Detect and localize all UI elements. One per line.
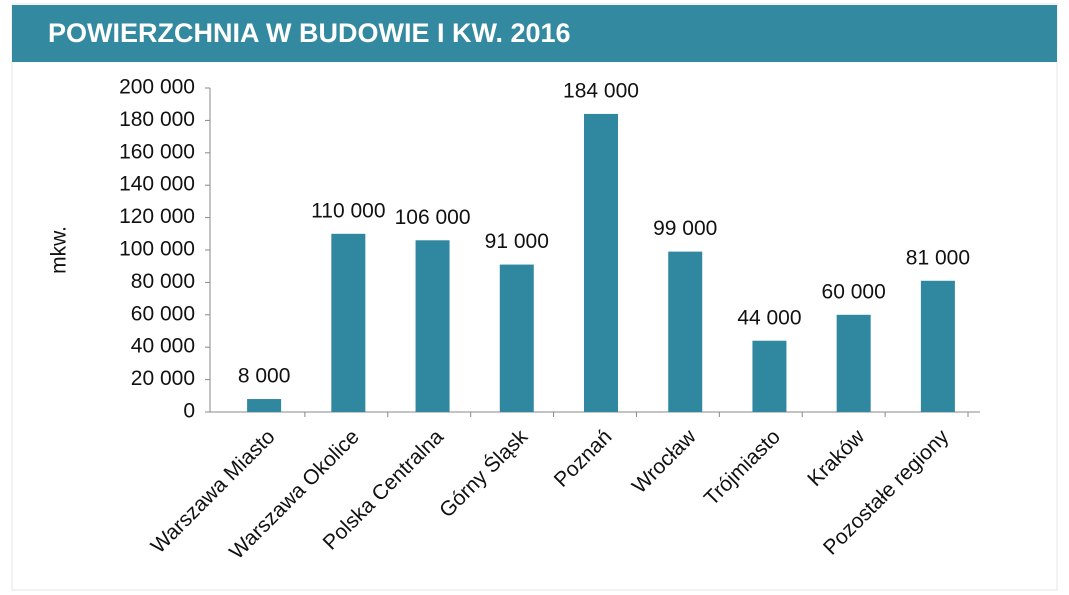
value-label: 8 000 — [238, 365, 291, 388]
frame — [11, 3, 1058, 591]
x-tick-label: Trójmiasto — [700, 425, 785, 510]
value-label: 99 000 — [653, 217, 717, 240]
x-tick-label: Górny Śląsk — [434, 424, 532, 522]
x-tick-label: Kraków — [803, 425, 869, 491]
value-label: 44 000 — [737, 306, 801, 329]
chart-title: POWIERZCHNIA W BUDOWIE I KW. 2016 — [48, 18, 571, 48]
bar — [752, 340, 787, 412]
x-tick-label: Wrocław — [628, 425, 702, 499]
y-tick-label: 180 000 — [119, 108, 195, 131]
value-label: 81 000 — [906, 246, 970, 269]
bar — [584, 113, 618, 413]
y-axis-label: mkw. — [48, 226, 71, 274]
y-tick-label: 60 000 — [131, 302, 195, 325]
y-tick-label: 120 000 — [119, 205, 195, 228]
bar — [920, 280, 955, 412]
bar — [415, 240, 450, 412]
value-label: 60 000 — [822, 280, 886, 303]
value-label: 184 000 — [563, 79, 639, 102]
y-tick-label: 0 — [183, 400, 195, 423]
y-tick-label: 100 000 — [119, 238, 195, 261]
bar — [331, 233, 366, 412]
bar — [499, 264, 534, 412]
y-tick-label: 80 000 — [131, 270, 195, 293]
bar — [668, 251, 703, 412]
y-tick-label: 140 000 — [119, 173, 195, 196]
y-tick-label: 20 000 — [131, 367, 195, 390]
bar — [836, 314, 871, 412]
title-bar — [12, 5, 1057, 62]
x-tick-label: Poznań — [550, 425, 617, 492]
bar — [247, 399, 282, 412]
y-tick-label: 200 000 — [119, 76, 195, 99]
y-tick-label: 160 000 — [119, 140, 195, 163]
y-tick-label: 40 000 — [131, 335, 195, 358]
value-label: 110 000 — [311, 199, 385, 222]
value-label: 91 000 — [485, 230, 549, 253]
value-label: 106 000 — [395, 206, 471, 229]
